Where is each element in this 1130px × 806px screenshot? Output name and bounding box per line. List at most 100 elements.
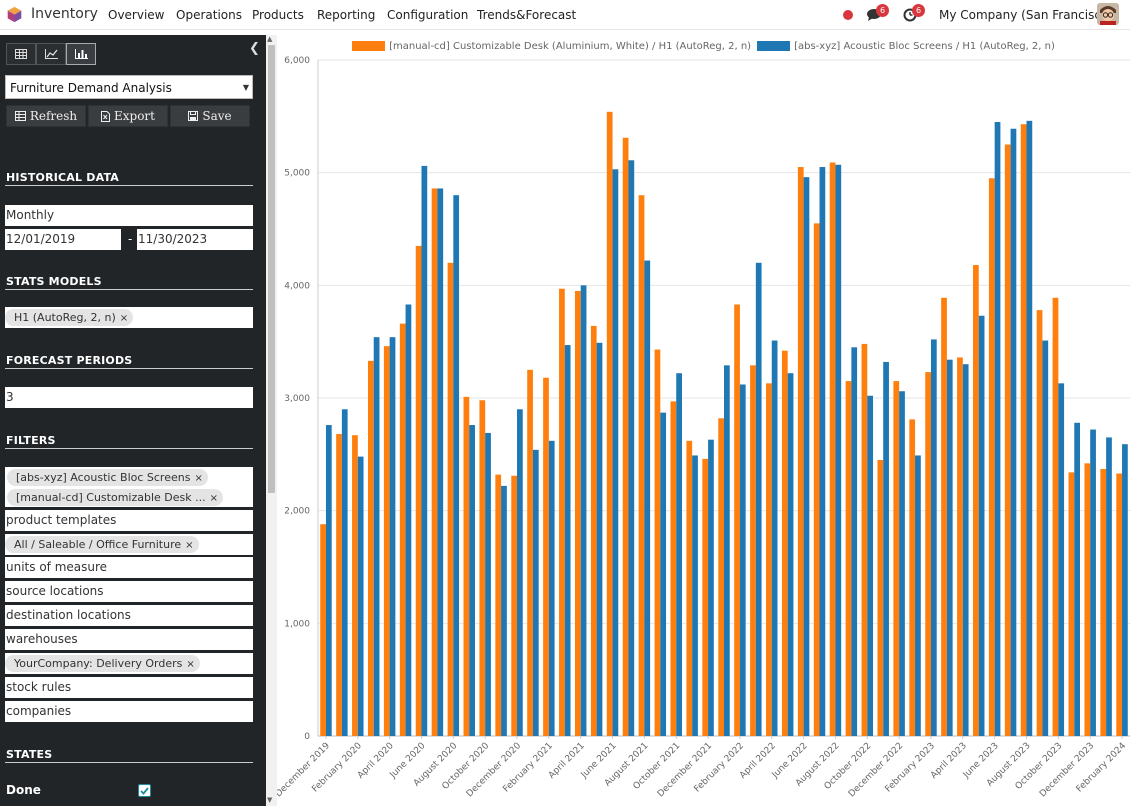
bar-customizable-desk[interactable] [1068, 472, 1075, 736]
bar-customizable-desk[interactable] [320, 524, 326, 736]
bar-acoustic-bloc-screens[interactable] [978, 315, 985, 736]
app-name[interactable]: Inventory [31, 6, 98, 22]
bar-customizable-desk[interactable] [750, 365, 756, 736]
bar-customizable-desk[interactable] [941, 297, 947, 736]
product-templates-field[interactable]: product templates [5, 510, 253, 531]
bar-acoustic-bloc-screens[interactable] [469, 425, 475, 736]
bar-acoustic-bloc-screens[interactable] [548, 440, 555, 736]
bar-customizable-desk[interactable] [909, 419, 916, 736]
stock-rules-field[interactable]: stock rules [5, 677, 253, 698]
bar-customizable-desk[interactable] [734, 304, 740, 736]
bar-acoustic-bloc-screens[interactable] [517, 409, 523, 736]
bar-acoustic-bloc-screens[interactable] [612, 169, 619, 737]
bar-customizable-desk[interactable] [352, 435, 358, 736]
bar-customizable-desk[interactable] [1020, 124, 1027, 737]
bar-customizable-desk[interactable] [447, 262, 454, 736]
bar-customizable-desk[interactable] [957, 357, 963, 736]
refresh-button[interactable]: Refresh [6, 105, 86, 127]
source-locations-field[interactable]: source locations [5, 581, 253, 602]
bar-customizable-desk[interactable] [893, 381, 900, 736]
bar-acoustic-bloc-screens[interactable] [1074, 422, 1080, 736]
bar-acoustic-bloc-screens[interactable] [532, 449, 539, 736]
bar-acoustic-bloc-screens[interactable] [357, 456, 364, 736]
period-field[interactable]: Monthly [5, 205, 253, 226]
scroll-up-arrow-icon[interactable]: ▲ [267, 35, 273, 43]
bar-customizable-desk[interactable] [399, 323, 406, 736]
bar-acoustic-bloc-screens[interactable] [915, 455, 921, 736]
bar-acoustic-bloc-screens[interactable] [1026, 120, 1033, 737]
menu-trends-forecast[interactable]: Trends&Forecast [477, 8, 577, 22]
bar-customizable-desk[interactable] [431, 188, 438, 736]
bar-acoustic-bloc-screens[interactable] [835, 164, 842, 736]
bar-customizable-desk[interactable] [1052, 297, 1059, 736]
bar-acoustic-bloc-screens[interactable] [724, 365, 730, 736]
date-from-field[interactable]: 12/01/2019 [5, 229, 121, 250]
bar-acoustic-bloc-screens[interactable] [676, 373, 682, 736]
menu-operations[interactable]: Operations [176, 8, 242, 22]
bar-customizable-desk[interactable] [861, 343, 868, 736]
bar-acoustic-bloc-screens[interactable] [421, 165, 428, 736]
warehouses-field[interactable]: warehouses [5, 629, 253, 650]
bar-acoustic-bloc-screens[interactable] [1106, 437, 1112, 736]
scroll-down-arrow-icon[interactable]: ▼ [267, 796, 273, 804]
bar-acoustic-bloc-screens[interactable] [1122, 444, 1128, 736]
bar-customizable-desk[interactable] [797, 167, 804, 736]
bar-acoustic-bloc-screens[interactable] [1058, 383, 1065, 736]
bar-acoustic-bloc-screens[interactable] [437, 188, 444, 736]
bar-customizable-desk[interactable] [1004, 144, 1011, 737]
bar-customizable-desk[interactable] [845, 381, 852, 736]
bar-customizable-desk[interactable] [813, 223, 820, 736]
bar-acoustic-bloc-screens[interactable] [946, 359, 953, 736]
bar-customizable-desk[interactable] [415, 245, 422, 736]
bar-customizable-desk[interactable] [336, 434, 342, 736]
bar-acoustic-bloc-screens[interactable] [787, 373, 794, 736]
legend-item[interactable]: [abs-xyz] Acoustic Bloc Screens / H1 (Au… [757, 39, 1055, 53]
bar-customizable-desk[interactable] [622, 137, 629, 736]
bar-acoustic-bloc-screens[interactable] [389, 337, 396, 736]
bar-chart-view-button[interactable] [66, 43, 96, 65]
bar-acoustic-bloc-screens[interactable] [1042, 340, 1049, 736]
bar-acoustic-bloc-screens[interactable] [501, 485, 507, 736]
products-filter-field[interactable]: [abs-xyz] Acoustic Bloc Screens × [manual… [5, 467, 253, 507]
bar-customizable-desk[interactable] [1036, 310, 1043, 736]
report-select[interactable]: Furniture Demand Analysis ▼ [5, 75, 253, 99]
bar-acoustic-bloc-screens[interactable] [930, 339, 937, 736]
bar-customizable-desk[interactable] [718, 418, 724, 736]
remove-tag-icon[interactable]: × [186, 659, 195, 670]
user-avatar[interactable] [1097, 3, 1119, 25]
menu-configuration[interactable]: Configuration [387, 8, 469, 22]
inventory-app-icon[interactable] [6, 6, 23, 23]
product-categories-field[interactable]: All / Saleable / Office Furniture × [5, 534, 253, 555]
bar-customizable-desk[interactable] [479, 400, 486, 736]
bar-customizable-desk[interactable] [766, 383, 772, 736]
bar-acoustic-bloc-screens[interactable] [771, 340, 778, 736]
bar-acoustic-bloc-screens[interactable] [628, 160, 635, 736]
bar-customizable-desk[interactable] [781, 350, 788, 736]
bar-acoustic-bloc-screens[interactable] [755, 262, 762, 736]
bar-customizable-desk[interactable] [686, 440, 693, 736]
bar-acoustic-bloc-screens[interactable] [851, 347, 858, 736]
bar-acoustic-bloc-screens[interactable] [819, 167, 826, 736]
bar-customizable-desk[interactable] [495, 474, 502, 736]
bar-customizable-desk[interactable] [973, 265, 979, 736]
bar-acoustic-bloc-screens[interactable] [660, 412, 667, 736]
menu-overview[interactable]: Overview [108, 8, 165, 22]
bar-acoustic-bloc-screens[interactable] [692, 455, 698, 736]
bar-customizable-desk[interactable] [527, 369, 533, 736]
bar-customizable-desk[interactable] [670, 401, 677, 736]
export-button[interactable]: Export [88, 105, 168, 127]
bar-acoustic-bloc-screens[interactable] [453, 195, 460, 736]
bar-acoustic-bloc-screens[interactable] [373, 337, 380, 736]
bar-customizable-desk[interactable] [463, 396, 470, 736]
state-done-checkbox[interactable] [138, 784, 151, 797]
bar-customizable-desk[interactable] [654, 349, 661, 736]
bar-acoustic-bloc-screens[interactable] [405, 304, 412, 736]
bar-customizable-desk[interactable] [925, 372, 931, 736]
stats-models-field[interactable]: H1 (AutoReg, 2, n) × [5, 307, 253, 328]
forecast-periods-field[interactable]: 3 [5, 387, 253, 408]
bar-acoustic-bloc-screens[interactable] [883, 361, 889, 736]
bar-acoustic-bloc-screens[interactable] [564, 345, 571, 736]
units-of-measure-field[interactable]: units of measure [5, 557, 253, 578]
remove-tag-icon[interactable]: × [185, 540, 194, 551]
bar-customizable-desk[interactable] [590, 325, 597, 736]
